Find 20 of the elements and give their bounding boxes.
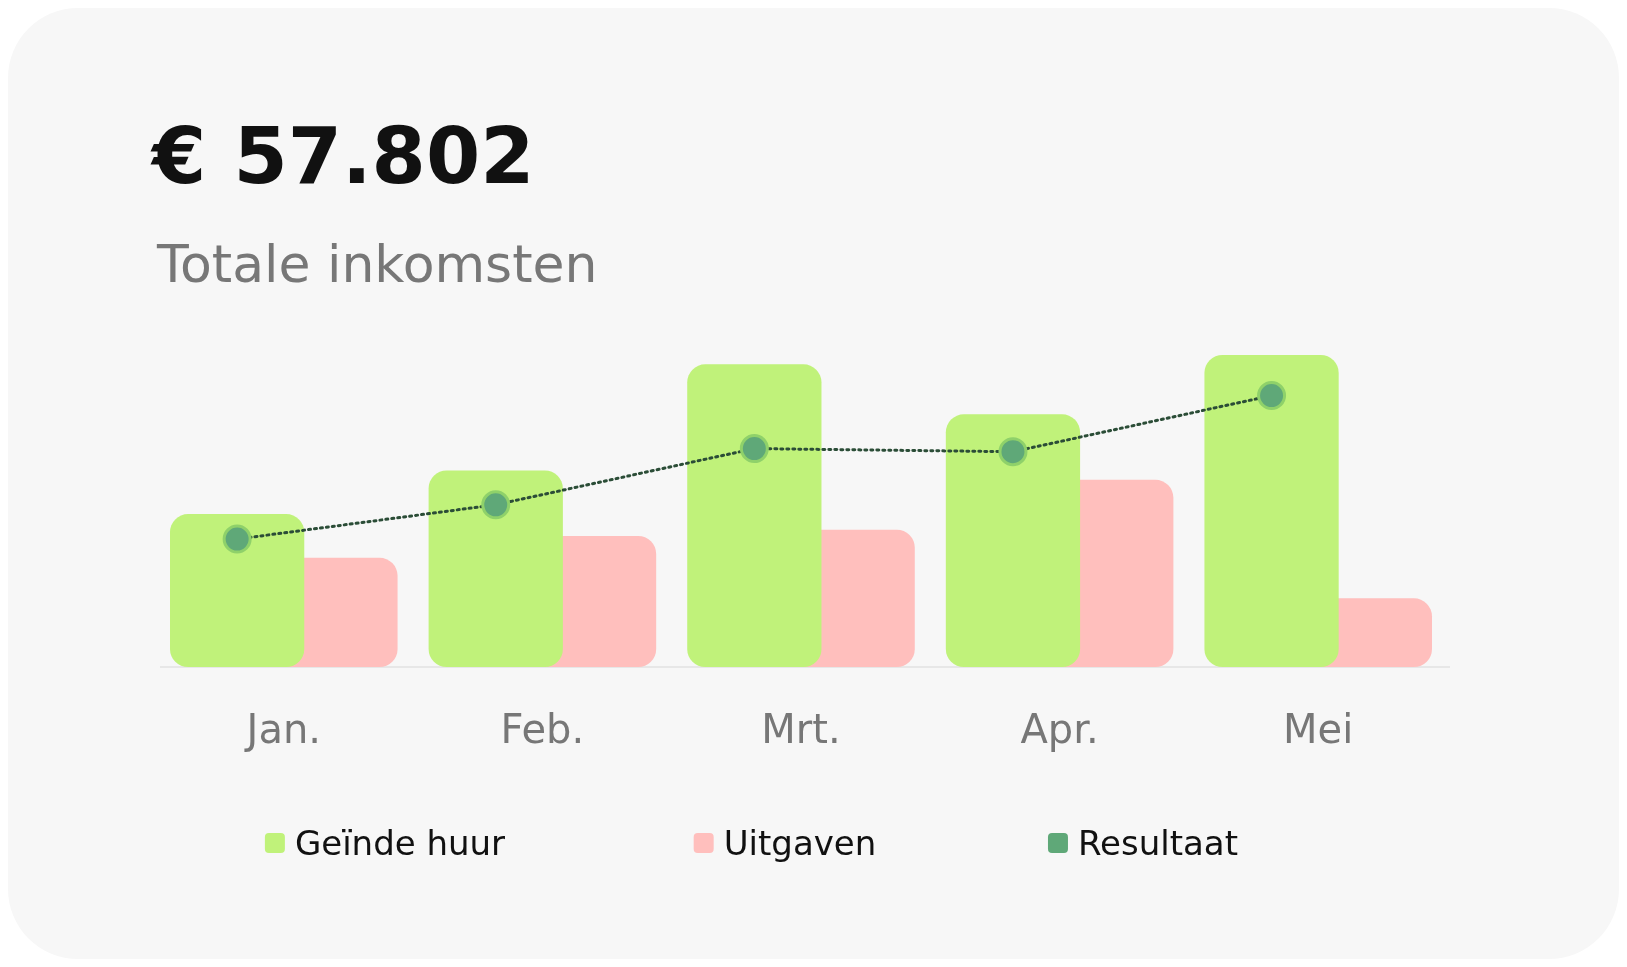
x-tick-label: Feb. xyxy=(500,706,585,752)
x-tick-label: Jan. xyxy=(243,706,321,752)
point xyxy=(739,434,769,464)
bar xyxy=(170,514,305,667)
x-tick-label: Apr. xyxy=(1020,706,1099,752)
bar xyxy=(687,364,822,667)
chart-title: € 57.802 xyxy=(150,111,535,201)
point xyxy=(1257,381,1287,411)
bar xyxy=(428,470,563,667)
chart-subtitle: Totale inkomsten xyxy=(156,234,598,294)
bar xyxy=(945,414,1081,667)
x-tick-label: Mrt. xyxy=(761,706,841,752)
bar xyxy=(1204,355,1339,667)
legend-label: Uitgaven xyxy=(723,823,877,863)
point xyxy=(481,490,511,520)
legend-label: Geïnde huur xyxy=(294,823,506,863)
point xyxy=(222,524,252,554)
legend-label: Resultaat xyxy=(1077,823,1239,863)
point xyxy=(998,437,1028,467)
x-tick-label: Mei xyxy=(1283,706,1354,752)
